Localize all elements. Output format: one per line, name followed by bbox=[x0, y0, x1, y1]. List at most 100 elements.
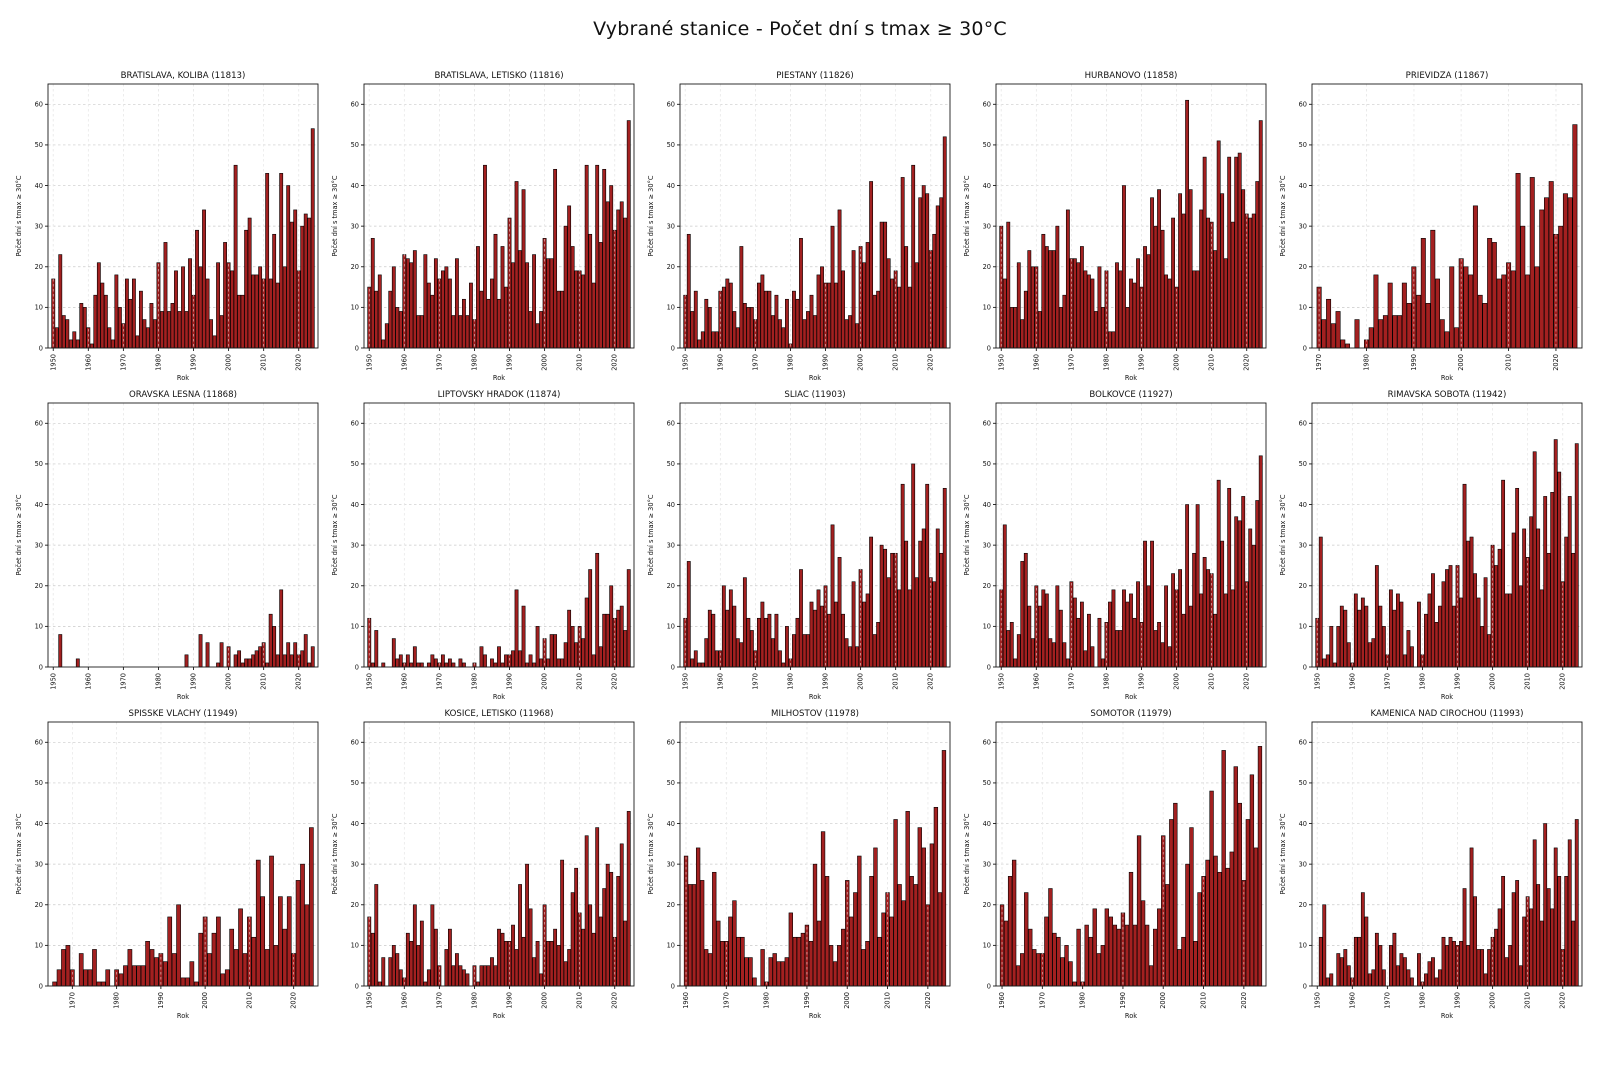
bar-2005 bbox=[244, 229, 249, 349]
bar-1972 bbox=[444, 662, 449, 668]
x-tick-label: 2000 bbox=[857, 354, 865, 371]
bars bbox=[51, 128, 315, 349]
bar-2002 bbox=[233, 654, 238, 668]
bar-1963 bbox=[1044, 246, 1049, 349]
bar-2000 bbox=[542, 638, 547, 668]
bar-2003 bbox=[237, 294, 242, 349]
bar-1992 bbox=[167, 916, 173, 987]
bar-1951 bbox=[1002, 524, 1007, 668]
bar-1989 bbox=[504, 941, 508, 987]
bar-2012 bbox=[1216, 479, 1221, 668]
bar-2015 bbox=[595, 552, 600, 668]
bar-1958 bbox=[395, 658, 400, 668]
y-axis: 0 10 20 30 40 50 60 bbox=[35, 420, 48, 671]
bar-2022 bbox=[303, 213, 308, 349]
bar-2009 bbox=[890, 552, 895, 668]
bar-1976 bbox=[748, 957, 753, 987]
bar-1953 bbox=[1325, 977, 1330, 987]
x-tick-label: 2020 bbox=[295, 354, 303, 371]
bar-1975 bbox=[1087, 613, 1091, 668]
y-tick-label: 20 bbox=[667, 263, 675, 271]
bar-2006 bbox=[879, 544, 884, 668]
x-tick-label: 2020 bbox=[611, 992, 619, 1009]
bar-1978 bbox=[1354, 319, 1360, 349]
bar-1976 bbox=[142, 319, 147, 349]
bar-1973 bbox=[763, 290, 768, 349]
bar-2016 bbox=[598, 646, 603, 668]
bar-1972 bbox=[128, 298, 133, 349]
bar-1982 bbox=[1088, 936, 1093, 987]
y-tick-label: 50 bbox=[983, 779, 991, 787]
x-tick-label: 2000 bbox=[225, 673, 233, 690]
bar-1954 bbox=[381, 957, 386, 987]
bar-1966 bbox=[423, 981, 428, 987]
bar-1997 bbox=[1164, 585, 1168, 668]
y-axis: 0 10 20 30 40 50 60 bbox=[667, 420, 680, 671]
bar-2008 bbox=[254, 650, 259, 668]
bar-2016 bbox=[1225, 867, 1230, 987]
bar-2023 bbox=[937, 892, 943, 987]
bar-1991 bbox=[1416, 294, 1422, 349]
bar-2016 bbox=[1230, 221, 1235, 349]
bar-2009 bbox=[574, 867, 579, 987]
bar-1999 bbox=[841, 928, 846, 987]
bar-1981 bbox=[1108, 331, 1112, 349]
bar-2002 bbox=[233, 164, 238, 349]
x-tick-label: 1980 bbox=[1102, 673, 1110, 690]
bar-2011 bbox=[265, 662, 270, 668]
x-tick-label: 1990 bbox=[157, 992, 165, 1009]
subplot-bolkovce-11927: BOLKOVCE (11927) 0 10 20 30 40 50 60 Počet dní s… bbox=[963, 390, 1267, 701]
grid-overlay bbox=[52, 84, 300, 348]
bar-1995 bbox=[525, 662, 529, 668]
x-axis-label: Rok bbox=[1441, 374, 1453, 382]
x-tick-label: 2020 bbox=[611, 673, 619, 690]
bar-1971 bbox=[1044, 916, 1049, 987]
bar-2023 bbox=[623, 630, 628, 668]
bar-1999 bbox=[223, 242, 227, 349]
bar-1974 bbox=[451, 315, 456, 349]
x-tick-label: 1970 bbox=[1315, 354, 1323, 371]
bar-2013 bbox=[904, 540, 909, 668]
bar-1996 bbox=[844, 638, 849, 668]
bar-2014 bbox=[1223, 258, 1228, 349]
bar-2011 bbox=[1213, 250, 1218, 349]
bar-1976 bbox=[1345, 343, 1351, 349]
bar-1986 bbox=[788, 912, 793, 987]
bar-1986 bbox=[809, 601, 814, 668]
bar-2018 bbox=[1237, 520, 1242, 668]
bar-1997 bbox=[848, 646, 852, 668]
bar-2011 bbox=[897, 589, 902, 668]
bar-1972 bbox=[444, 266, 449, 349]
bar-1988 bbox=[796, 936, 802, 987]
bar-2012 bbox=[584, 164, 589, 349]
bar-2019 bbox=[921, 847, 926, 987]
bar-1991 bbox=[195, 229, 199, 349]
bar-1951 bbox=[54, 327, 59, 349]
bar-1999 bbox=[1487, 634, 1491, 668]
bar-1967 bbox=[426, 662, 431, 668]
bar-1976 bbox=[1090, 646, 1095, 668]
bar-2009 bbox=[1522, 528, 1527, 668]
bar-1982 bbox=[1373, 274, 1379, 349]
subplot-cell: ORAVSKA LESNA (11868) 0 10 20 30 40 50 60 Počet … bbox=[12, 387, 324, 702]
x-tick-label: 2020 bbox=[1243, 673, 1251, 690]
bar-1985 bbox=[174, 270, 178, 349]
x-tick-label: 2020 bbox=[1552, 354, 1560, 371]
x-tick-label: 1990 bbox=[1138, 673, 1146, 690]
bar-1964 bbox=[700, 880, 705, 987]
bar-2013 bbox=[1213, 855, 1218, 987]
x-axis: 1950 1960 1970 1980 1990 2000 2010 2020 bbox=[997, 667, 1251, 690]
bars bbox=[58, 589, 315, 668]
y-tick-label: 50 bbox=[1299, 141, 1307, 149]
bar-2021 bbox=[932, 233, 937, 349]
bar-1982 bbox=[479, 290, 484, 349]
bar-1997 bbox=[832, 961, 838, 987]
bar-1967 bbox=[1374, 932, 1379, 987]
y-axis: 0 10 20 30 40 50 60 bbox=[667, 739, 680, 990]
bar-2023 bbox=[1567, 197, 1573, 349]
bar-1994 bbox=[521, 605, 526, 668]
y-tick-label: 10 bbox=[1299, 623, 1307, 631]
bar-1973 bbox=[736, 936, 741, 987]
plot-border bbox=[995, 402, 1267, 668]
bar-1989 bbox=[504, 654, 508, 668]
